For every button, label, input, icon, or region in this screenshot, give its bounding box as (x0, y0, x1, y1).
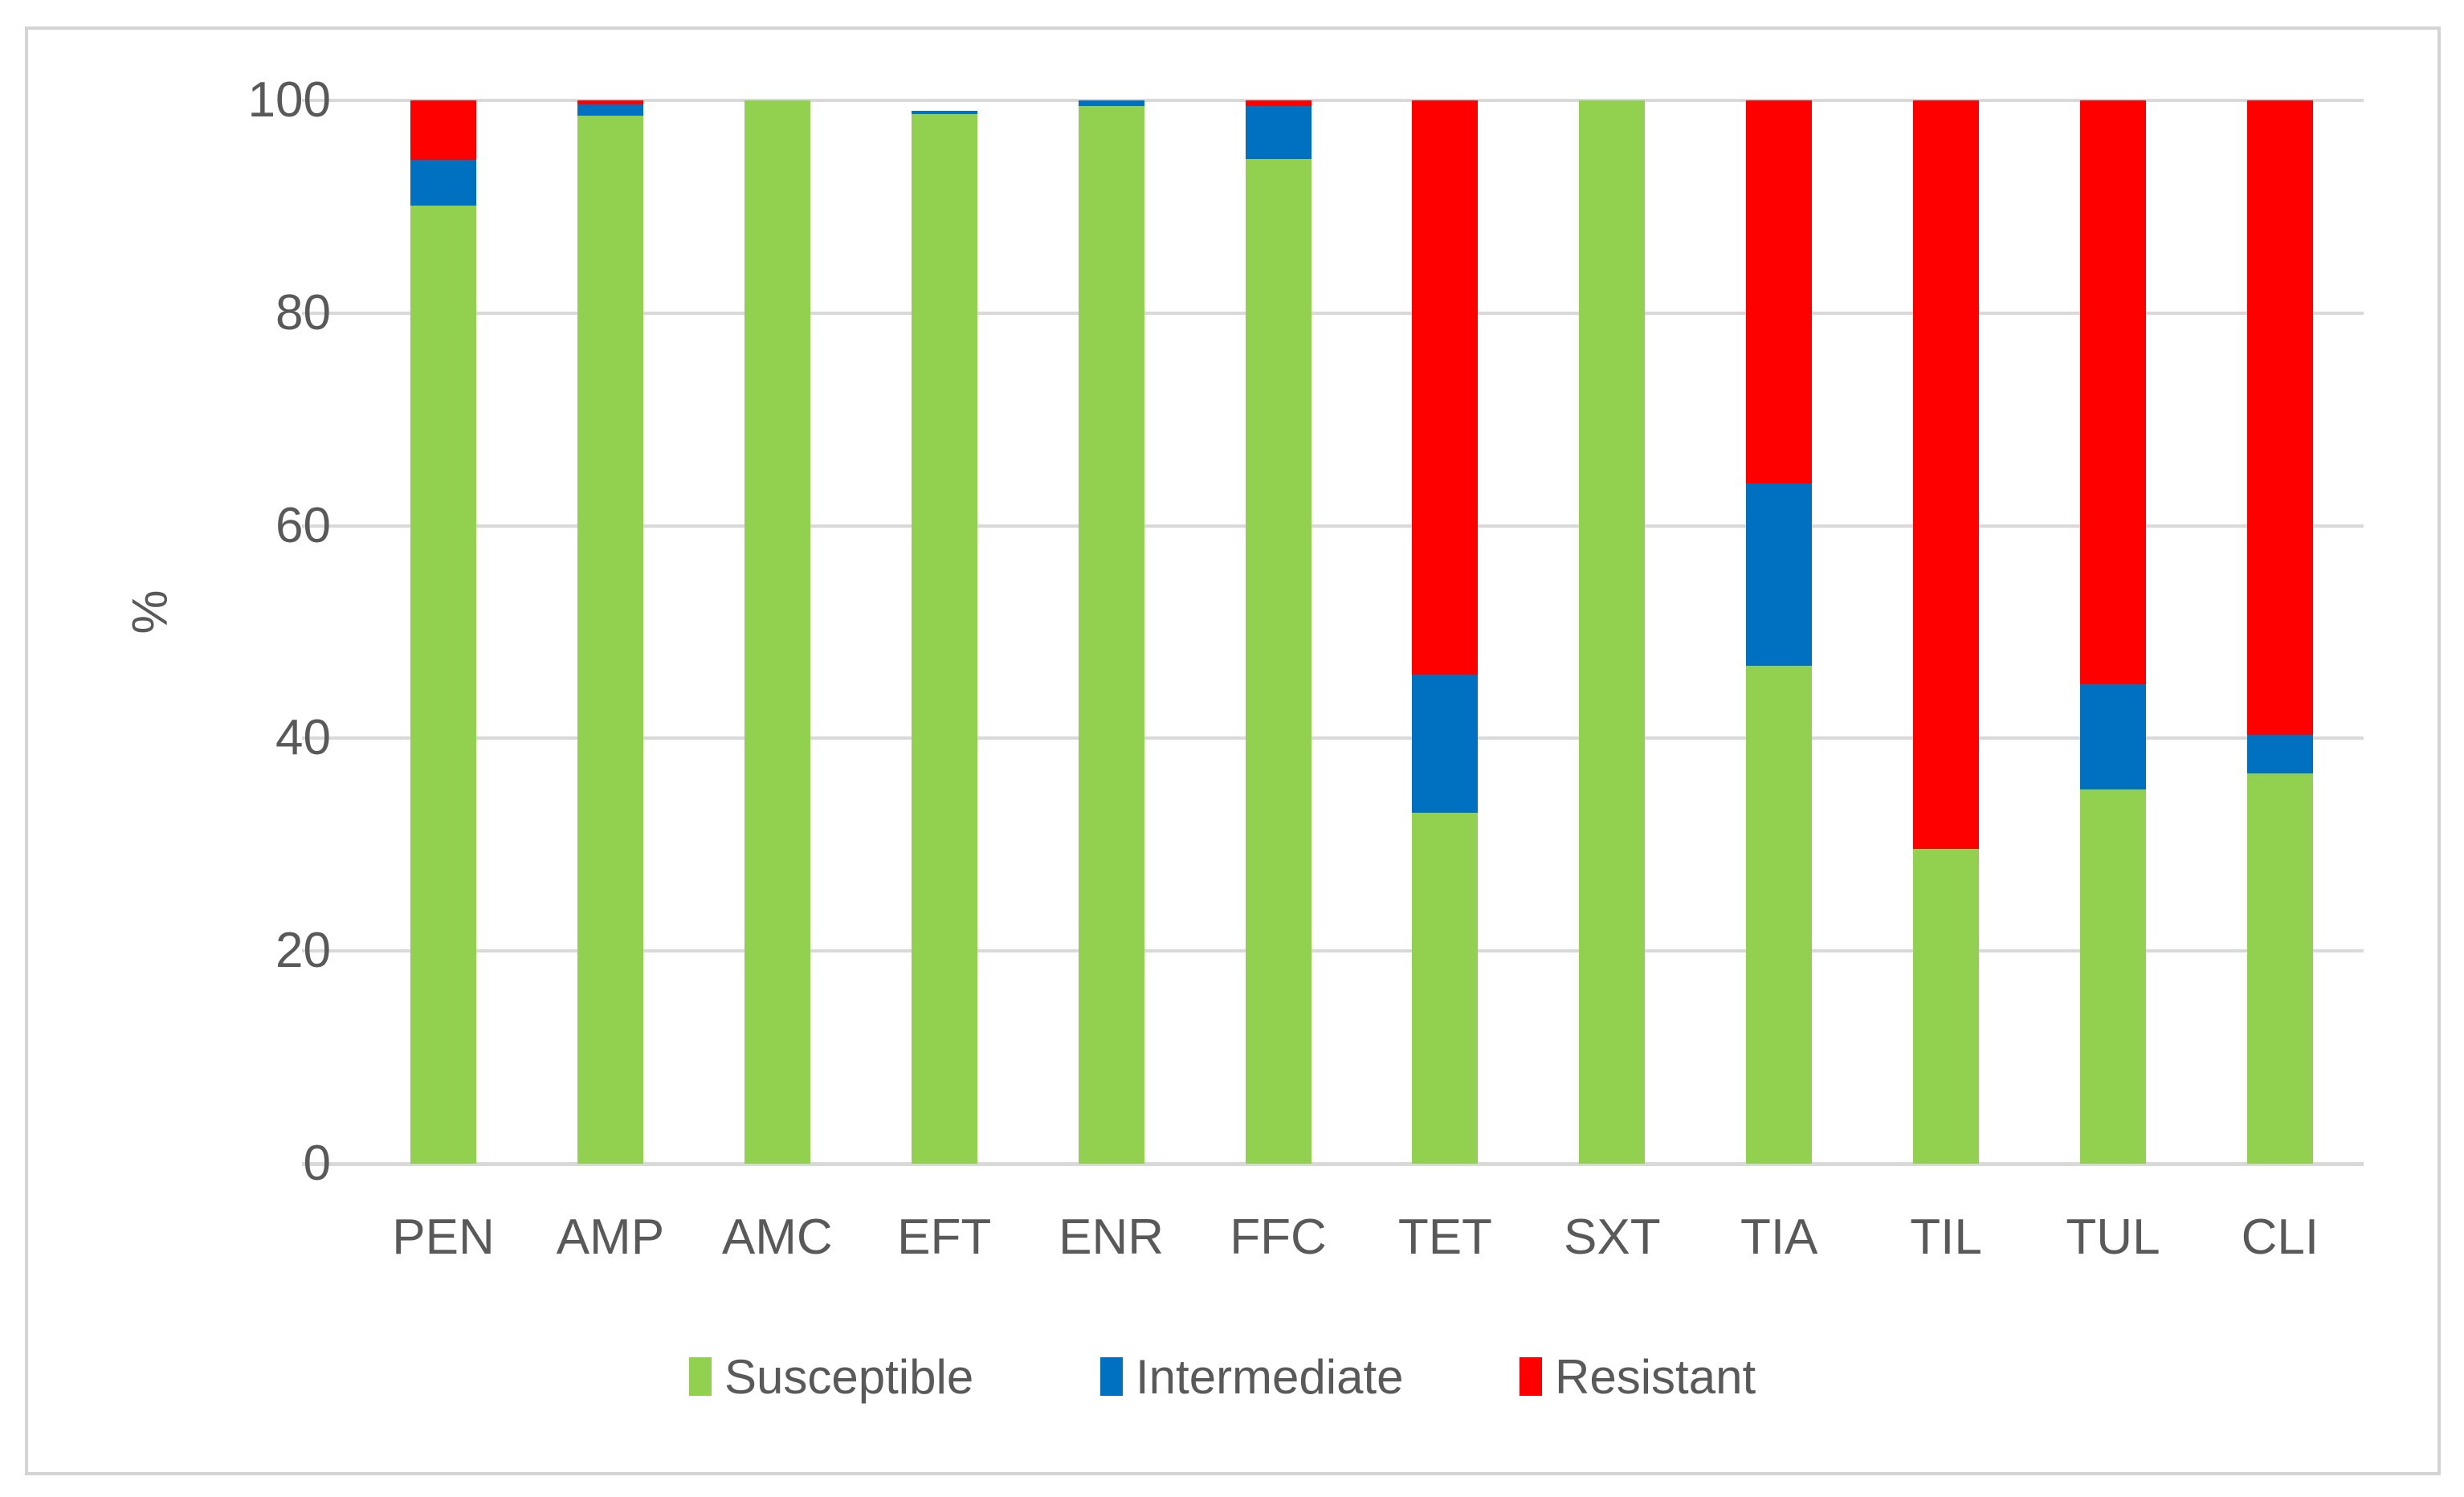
x-tick-label-ffc: FFC (1230, 1209, 1327, 1265)
gridline-100 (302, 99, 2364, 102)
y-axis-title: % (122, 589, 178, 634)
bar-tul-susceptible (2080, 789, 2146, 1164)
legend-label-intermediate: Intermediate (1136, 1350, 1404, 1404)
bar-til-resistant (1913, 100, 1980, 850)
bar-til-susceptible (1913, 849, 1980, 1164)
x-tick-label-cli: CLI (2241, 1209, 2319, 1265)
x-tick-label-tet: TET (1397, 1209, 1492, 1265)
bar-ffc-resistant (1245, 100, 1312, 106)
bar-tul-intermediate (2080, 683, 2146, 789)
bar-cli-intermediate (2246, 735, 2313, 774)
y-tick-label-60: 60 (275, 497, 331, 553)
bar-tia-susceptible (1746, 666, 1813, 1164)
legend-label-resistant: Resistant (1555, 1350, 1756, 1404)
bar-tet-intermediate (1412, 674, 1479, 814)
legend-swatch-susceptible (689, 1357, 712, 1396)
bar-ffc-susceptible (1245, 158, 1312, 1164)
x-tick-label-amp: AMP (556, 1209, 665, 1265)
bar-pen-resistant (410, 100, 476, 161)
bar-pen-susceptible (410, 206, 476, 1164)
legend: Susceptible Intermediate Resistant (0, 1349, 2464, 1413)
y-tick-label-100: 100 (247, 72, 331, 128)
x-tick-label-pen: PEN (392, 1209, 495, 1265)
bar-pen-intermediate (410, 160, 476, 206)
bar-tia-resistant (1746, 100, 1813, 483)
bar-tul-resistant (2080, 100, 2146, 684)
x-tick-label-tia: TIA (1740, 1209, 1818, 1265)
x-tick-label-eft: EFT (897, 1209, 992, 1265)
bar-tet-susceptible (1412, 813, 1479, 1164)
legend-swatch-intermediate (1100, 1357, 1123, 1396)
bar-tia-intermediate (1746, 483, 1813, 667)
bar-amc-susceptible (744, 100, 810, 1164)
bar-sxt-susceptible (1579, 100, 1646, 1164)
gridline-80 (302, 311, 2364, 315)
x-tick-label-enr: ENR (1059, 1209, 1165, 1265)
bar-enr-intermediate (1078, 100, 1144, 106)
bar-amp-resistant (577, 100, 643, 105)
legend-swatch-resistant (1520, 1357, 1542, 1396)
y-tick-label-80: 80 (275, 284, 331, 341)
legend-label-susceptible: Susceptible (724, 1350, 974, 1404)
bar-amp-susceptible (577, 115, 643, 1164)
bar-amp-intermediate (577, 104, 643, 116)
bar-eft-susceptible (911, 114, 977, 1164)
x-tick-label-sxt: SXT (1564, 1209, 1661, 1265)
bar-ffc-intermediate (1245, 105, 1312, 159)
bar-cli-resistant (2246, 100, 2313, 736)
x-axis-line (302, 1162, 2364, 1166)
bar-enr-susceptible (1078, 105, 1144, 1164)
y-tick-label-20: 20 (275, 923, 331, 979)
y-tick-label-40: 40 (275, 710, 331, 766)
y-tick-label-0: 0 (303, 1136, 331, 1191)
x-tick-label-amc: AMC (721, 1209, 833, 1265)
gridline-60 (302, 524, 2364, 528)
x-tick-label-tul: TUL (2066, 1209, 2160, 1265)
bar-eft-intermediate (911, 111, 977, 115)
bar-tet-resistant (1412, 100, 1479, 675)
x-tick-label-til: TIL (1910, 1209, 1982, 1265)
bar-cli-susceptible (2246, 773, 2313, 1164)
gridline-20 (302, 949, 2364, 953)
gridline-40 (302, 736, 2364, 740)
